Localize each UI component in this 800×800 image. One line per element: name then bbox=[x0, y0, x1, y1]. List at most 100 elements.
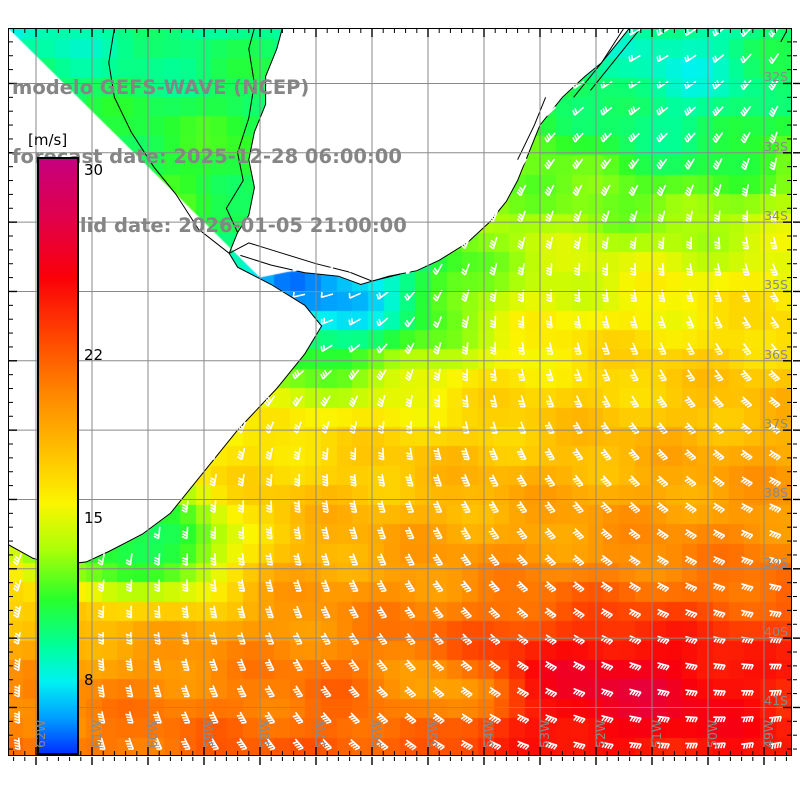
wind-barb bbox=[657, 662, 670, 671]
lat-label-33S: 33S bbox=[764, 138, 788, 154]
colorbar-tick-30: 30 bbox=[84, 160, 104, 179]
wind-barb bbox=[461, 474, 471, 487]
wind-barb bbox=[404, 686, 417, 698]
wind-barb bbox=[600, 501, 613, 514]
wind-barb bbox=[126, 605, 133, 619]
wind-barb bbox=[293, 579, 302, 592]
lon-label-55W: 55W bbox=[425, 719, 440, 748]
wind-barb bbox=[376, 291, 389, 300]
wind-barb bbox=[546, 395, 555, 408]
wind-barb bbox=[572, 661, 586, 672]
wind-barb bbox=[237, 579, 246, 593]
wind-barb bbox=[376, 343, 388, 354]
wind-barb bbox=[658, 316, 667, 329]
wind-barb bbox=[292, 658, 303, 672]
wind-barb bbox=[209, 684, 219, 698]
wind-barb bbox=[516, 660, 529, 672]
wind-barb bbox=[237, 447, 246, 461]
wind-barb bbox=[657, 715, 670, 723]
wind-barb bbox=[348, 738, 361, 751]
wind-barb bbox=[349, 553, 359, 566]
wind-barb bbox=[404, 316, 416, 328]
wind-barb bbox=[404, 553, 415, 566]
wind-barb bbox=[266, 500, 273, 514]
wind-barb bbox=[488, 527, 500, 540]
wind-barb bbox=[97, 553, 105, 566]
wind-barb bbox=[348, 395, 359, 408]
wind-barb bbox=[600, 528, 613, 540]
wind-barb bbox=[404, 342, 415, 355]
wind-barb bbox=[97, 658, 105, 672]
wind-barb bbox=[349, 500, 358, 514]
wind-barb bbox=[628, 581, 641, 593]
wind-barb bbox=[293, 447, 301, 461]
wind-barb bbox=[237, 500, 245, 514]
wind-barb bbox=[544, 474, 556, 487]
wind-barb bbox=[154, 579, 161, 593]
wind-barb bbox=[658, 369, 667, 382]
wind-barb bbox=[348, 659, 360, 672]
wind-barb bbox=[656, 582, 670, 593]
coastline bbox=[225, 28, 255, 233]
lon-label-51W: 51W bbox=[649, 719, 664, 748]
wind-barb bbox=[125, 553, 133, 566]
coastline bbox=[517, 97, 547, 160]
wind-barb bbox=[740, 502, 754, 514]
wind-barb bbox=[265, 474, 273, 487]
wind-barb bbox=[544, 527, 556, 540]
wind-barb bbox=[628, 501, 641, 514]
lat-label-38S: 38S bbox=[764, 485, 788, 501]
wind-barb bbox=[656, 555, 669, 566]
wind-barb bbox=[321, 474, 329, 487]
wind-barb bbox=[236, 685, 247, 698]
wind-barb bbox=[572, 581, 585, 593]
wind-barb bbox=[321, 447, 329, 461]
wind-barb bbox=[686, 342, 695, 356]
wind-barb bbox=[769, 663, 782, 670]
wind-barb bbox=[292, 395, 304, 407]
wind-barb bbox=[713, 689, 726, 697]
wind-barb bbox=[572, 554, 585, 567]
wind-barb bbox=[685, 662, 698, 671]
wind-barb bbox=[180, 737, 191, 751]
wind-barb bbox=[544, 580, 557, 593]
wind-barb bbox=[490, 342, 497, 356]
wind-barb bbox=[601, 688, 614, 698]
wind-barb bbox=[97, 579, 105, 593]
wind-barb bbox=[770, 343, 780, 356]
wind-barb bbox=[97, 605, 105, 619]
wind-barb bbox=[405, 474, 414, 487]
wind-barb bbox=[714, 316, 723, 329]
lon-label-60W: 60W bbox=[145, 719, 160, 748]
wind-barb bbox=[433, 368, 441, 382]
wind-barb bbox=[686, 369, 696, 382]
wind-barb bbox=[405, 394, 413, 408]
wind-barb bbox=[684, 395, 696, 408]
wind-barb bbox=[432, 686, 445, 698]
wind-barb bbox=[768, 503, 782, 514]
wind-barb bbox=[404, 712, 417, 725]
wind-barb bbox=[742, 343, 752, 356]
wind-barb bbox=[488, 500, 499, 514]
wind-barb bbox=[376, 369, 387, 381]
wind-barb bbox=[518, 395, 526, 408]
wind-barb bbox=[572, 448, 584, 461]
wind-barb bbox=[320, 659, 332, 672]
wind-barb bbox=[518, 368, 526, 382]
wind-barb bbox=[153, 711, 162, 724]
wind-barb bbox=[432, 553, 444, 566]
wind-barb bbox=[320, 738, 332, 751]
lon-label-59W: 59W bbox=[201, 719, 216, 748]
wind-barb bbox=[460, 739, 474, 751]
wind-barb bbox=[405, 526, 415, 540]
wind-barb bbox=[210, 579, 217, 593]
wind-barb bbox=[713, 716, 726, 723]
wind-barb bbox=[572, 474, 584, 487]
wind-barb bbox=[264, 658, 275, 672]
wind-barb bbox=[684, 555, 698, 566]
wind-barb bbox=[769, 689, 782, 697]
wind-barb bbox=[490, 368, 497, 382]
wind-barb bbox=[740, 396, 753, 409]
wind-barb bbox=[377, 500, 386, 513]
wind-barb bbox=[432, 580, 444, 593]
